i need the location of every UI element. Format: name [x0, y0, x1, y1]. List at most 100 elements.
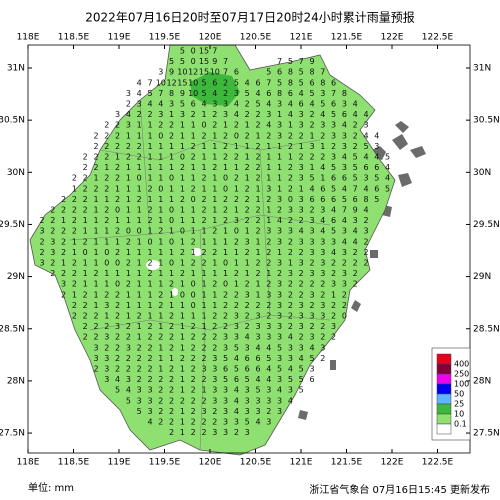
- grid-value: 5: [180, 57, 185, 66]
- grid-value: 1: [201, 301, 206, 310]
- legend-level: 50: [454, 390, 464, 399]
- grid-value: 1: [180, 216, 185, 225]
- grid-value: 2: [115, 195, 120, 204]
- grid-value: 2: [126, 333, 131, 342]
- grid-value: 2: [180, 396, 185, 405]
- grid-value: 5: [277, 343, 282, 352]
- grid-value: 1: [104, 280, 109, 289]
- grid-value: 1: [201, 184, 206, 193]
- grid-value: 2: [288, 322, 293, 331]
- grid-value: 1: [180, 333, 185, 342]
- lon-label-bottom: 121.5E: [331, 458, 363, 468]
- grid-value: 5: [331, 163, 336, 172]
- grid-value: 2: [93, 153, 98, 162]
- grid-value: 2: [104, 216, 109, 225]
- grid-value: 3: [223, 407, 228, 416]
- grid-value: 1: [61, 216, 66, 225]
- grid-value: 6: [320, 184, 325, 193]
- grid-value: 3: [201, 407, 206, 416]
- grid-value: 5: [180, 47, 185, 56]
- grid-value: 3: [299, 237, 304, 246]
- grid-value: 1: [180, 375, 185, 384]
- grid-value: 6: [309, 78, 314, 87]
- grid-value: 6: [277, 68, 282, 77]
- grid-value: 2: [299, 131, 304, 140]
- grid-value: 2: [245, 312, 250, 321]
- grid-value: 5: [223, 375, 228, 384]
- grid-value: 1: [147, 142, 152, 151]
- grid-value: 3: [255, 333, 260, 342]
- grid-value: 2: [212, 280, 217, 289]
- grid-value: 2: [115, 343, 120, 352]
- grid-value: 2: [191, 375, 196, 384]
- grid-value: 3: [255, 322, 260, 331]
- legend-swatch: [436, 413, 452, 425]
- grid-value: 2: [299, 269, 304, 278]
- grid-value: 1: [191, 248, 196, 257]
- grid-value: 2: [147, 343, 152, 352]
- grid-value: 2: [320, 322, 325, 331]
- grid-value: 2: [115, 301, 120, 310]
- grid-value: 1: [93, 290, 98, 299]
- grid-value: 4: [342, 237, 347, 246]
- grid-value: 2: [147, 216, 152, 225]
- grid-value: 6: [363, 163, 368, 172]
- grid-value: 3: [277, 237, 282, 246]
- grid-value: 1: [234, 206, 239, 215]
- grid-value: 2: [234, 174, 239, 183]
- grid-value: 1: [137, 184, 142, 193]
- legend-swatch: [436, 363, 452, 375]
- grid-value: 1: [137, 333, 142, 342]
- grid-value: 3: [104, 301, 109, 310]
- grid-value: 6: [245, 354, 250, 363]
- grid-value: 0: [115, 280, 120, 289]
- grid-value: 1: [169, 163, 174, 172]
- grid-value: 4: [288, 365, 293, 374]
- grid-value: 2: [180, 248, 185, 257]
- grid-value: 3: [288, 386, 293, 395]
- grid-value: 2: [104, 142, 109, 151]
- grid-value: 4: [266, 375, 271, 384]
- grid-value: 1: [104, 312, 109, 321]
- grid-value: 1: [83, 216, 88, 225]
- grid-value: 1: [255, 237, 260, 246]
- grid-value: 2: [201, 418, 206, 427]
- grid-value: 1: [223, 121, 228, 130]
- lon-label-top: 119.5E: [149, 33, 181, 43]
- grid-value: 2: [61, 237, 66, 246]
- grid-value: 4: [245, 78, 250, 87]
- legend-swatch: [436, 423, 452, 435]
- grid-value: 1: [137, 259, 142, 268]
- grid-value: 0: [137, 174, 142, 183]
- grid-value: 3: [245, 407, 250, 416]
- grid-value: 2: [277, 269, 282, 278]
- grid-value: 2: [115, 131, 120, 140]
- grid-value: 2: [212, 227, 217, 236]
- grid-value: 0: [342, 312, 347, 321]
- grid-value: 4: [299, 354, 304, 363]
- grid-value: 2: [169, 280, 174, 289]
- grid-value: 2: [191, 237, 196, 246]
- grid-value: 2: [288, 131, 293, 140]
- grid-value: 3: [277, 354, 282, 363]
- grid-value: 7: [223, 68, 228, 77]
- grid-value: 1: [201, 237, 206, 246]
- grid-value: 1: [191, 312, 196, 321]
- grid-value: 2: [320, 131, 325, 140]
- grid-value: 2: [245, 322, 250, 331]
- grid-value: 2: [147, 365, 152, 374]
- grid-value: 3: [277, 227, 282, 236]
- grid-value: 2: [137, 153, 142, 162]
- grid-value: 1: [223, 163, 228, 172]
- grid-value: 2: [72, 259, 77, 268]
- grid-value: 2: [72, 174, 77, 183]
- grid-value: 15: [199, 57, 209, 66]
- grid-value: 2: [255, 174, 260, 183]
- grid-value: 2: [245, 110, 250, 119]
- grid-value: 2: [72, 301, 77, 310]
- grid-value: 0: [169, 259, 174, 268]
- grid-value: 12: [188, 68, 198, 77]
- grid-value: 1: [126, 290, 131, 299]
- grid-value: 2: [169, 386, 174, 395]
- lat-label-right: 29N: [473, 272, 491, 282]
